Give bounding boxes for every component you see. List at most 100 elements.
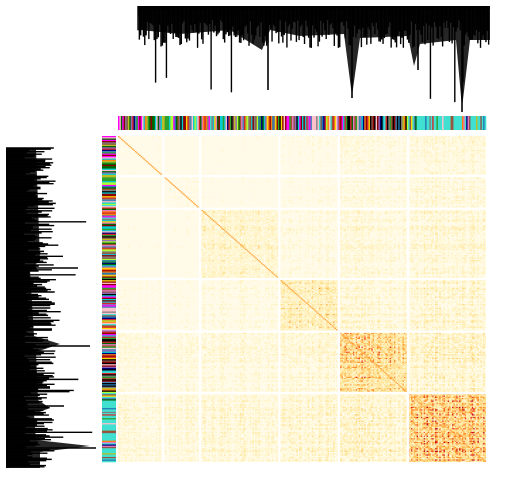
heatmap-cell [239, 217, 242, 219]
heatmap-cell [443, 143, 446, 145]
heatmap-cell [466, 172, 468, 174]
heatmap-cell [398, 141, 400, 143]
heatmap-cell [326, 213, 328, 216]
module-color-swatch [163, 116, 166, 130]
module-color-swatch [452, 116, 454, 130]
heatmap-cell [426, 213, 429, 216]
heatmap-cell [464, 223, 467, 226]
heatmap-cell [371, 216, 373, 218]
heatmap-cell [474, 137, 477, 139]
heatmap-cell [361, 209, 363, 212]
heatmap-cell [483, 144, 485, 147]
heatmap-cell [283, 202, 286, 204]
module-color-swatch [102, 443, 116, 445]
heatmap-cell [437, 196, 440, 198]
heatmap-cell [419, 199, 421, 202]
heatmap-cell [420, 187, 423, 189]
module-color-swatch [102, 197, 116, 199]
heatmap-cell [423, 153, 426, 155]
heatmap-cell [480, 148, 482, 150]
heatmap-cell [423, 211, 426, 213]
heatmap-cell [426, 138, 429, 140]
heatmap-cell [435, 203, 437, 206]
heatmap-cell [214, 218, 216, 221]
heatmap-cell [478, 181, 481, 183]
heatmap-cell [410, 218, 413, 221]
heatmap-cell [481, 220, 484, 222]
heatmap-cell [377, 196, 379, 198]
heatmap-cell [463, 138, 465, 140]
heatmap-cell [435, 189, 437, 192]
heatmap-cell [236, 221, 239, 223]
heatmap-cell [232, 223, 235, 226]
heatmap-cell [333, 216, 335, 218]
heatmap-cell [358, 147, 361, 149]
heatmap-cell [340, 146, 342, 148]
heatmap-cell [252, 220, 254, 222]
heatmap-cell [354, 204, 356, 207]
heatmap-cell [432, 203, 434, 206]
heatmap-cell [476, 189, 478, 192]
heatmap-cell [368, 151, 370, 153]
heatmap-cell [394, 179, 396, 182]
heatmap-cell [427, 204, 430, 207]
heatmap-cell [360, 172, 362, 174]
heatmap-cell [327, 198, 329, 200]
module-color-swatch [102, 241, 116, 243]
heatmap-cell [391, 137, 393, 139]
heatmap-cell [389, 152, 392, 154]
heatmap-cell [219, 199, 222, 202]
heatmap-cell [318, 209, 321, 212]
heatmap-cell [425, 168, 427, 170]
heatmap-cell [381, 204, 383, 207]
heatmap-cell [447, 147, 450, 149]
heatmap-cell [202, 216, 205, 218]
heatmap-cell [427, 211, 430, 213]
heatmap-cell [444, 141, 447, 143]
heatmap-cell [416, 154, 419, 157]
heatmap-cell [403, 172, 406, 174]
heatmap-cell [187, 181, 189, 183]
heatmap-cell [436, 211, 438, 213]
heatmap-cell [463, 181, 465, 183]
heatmap-cell [355, 221, 358, 223]
heatmap-cell [327, 221, 329, 223]
heatmap-cell [222, 213, 225, 216]
heatmap-cell [454, 169, 457, 172]
heatmap-cell [361, 144, 363, 147]
heatmap-cell [214, 221, 216, 223]
heatmap-cell [258, 216, 260, 218]
module-color-swatch [102, 362, 116, 365]
heatmap-cell [392, 144, 395, 147]
module-color-swatch [396, 116, 399, 130]
heatmap-cell [436, 184, 438, 187]
heatmap-cell [425, 226, 427, 228]
module-color-swatch [102, 367, 116, 370]
heatmap-cell [473, 154, 475, 157]
heatmap-cell [439, 159, 441, 162]
heatmap-cell [191, 181, 194, 183]
heatmap-cell [259, 226, 262, 228]
module-color-swatch [102, 342, 116, 345]
heatmap-cell [447, 157, 450, 159]
heatmap-cell [477, 196, 479, 198]
module-color-swatch [174, 116, 177, 130]
heatmap-cell [450, 211, 453, 213]
heatmap-cell [280, 154, 283, 157]
module-color-swatch [102, 161, 116, 163]
heatmap-cell [415, 161, 417, 163]
heatmap-cell [190, 197, 192, 199]
module-color-swatch [102, 326, 116, 329]
heatmap-cell [470, 154, 472, 157]
heatmap-cell [299, 214, 301, 217]
heatmap-cell [415, 206, 417, 208]
heatmap-cell [432, 154, 434, 157]
heatmap-cell [473, 137, 475, 139]
heatmap-cell [180, 196, 182, 198]
heatmap-cell [304, 197, 307, 199]
module-color-swatch [242, 116, 245, 130]
heatmap-cell [457, 197, 460, 199]
heatmap-cell [470, 136, 472, 138]
module-color-swatch [102, 138, 116, 141]
heatmap-cell [289, 154, 291, 157]
